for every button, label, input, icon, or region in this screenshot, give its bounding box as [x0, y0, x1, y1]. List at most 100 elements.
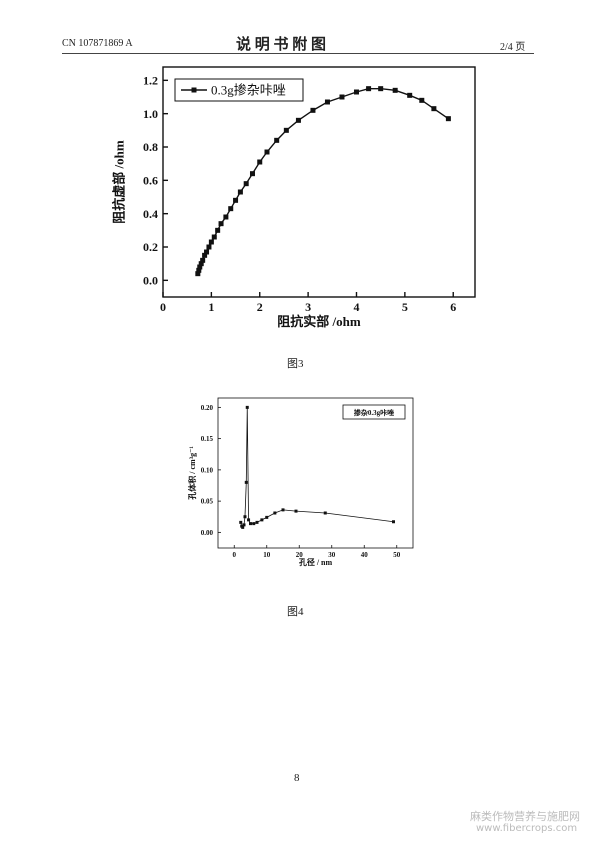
data-point [249, 171, 255, 177]
x-tick-label: 5 [402, 300, 408, 314]
data-point [243, 181, 249, 187]
data-point [274, 137, 280, 143]
data-point [283, 127, 289, 133]
data-point [211, 234, 217, 240]
data-point [419, 97, 425, 103]
x-tick-label: 3 [305, 300, 311, 314]
data-point [206, 244, 212, 250]
data-point [255, 520, 259, 524]
x-tick-label: 30 [328, 551, 336, 559]
data-point [237, 189, 243, 195]
data-point [249, 522, 252, 526]
x-tick-label: 10 [263, 551, 271, 559]
data-point [218, 221, 224, 227]
x-tick-label: 0 [160, 300, 166, 314]
data-point [195, 271, 201, 277]
x-tick-label: 50 [393, 551, 401, 559]
data-point [273, 511, 277, 515]
x-tick-label: 0 [233, 551, 237, 559]
data-point [260, 518, 264, 522]
data-point [353, 89, 359, 95]
x-axis-label: 孔径 / nm [299, 557, 333, 567]
legend-box [342, 404, 406, 420]
data-point [392, 520, 395, 524]
data-point [324, 99, 330, 105]
data-point [245, 405, 249, 409]
data-point [244, 480, 248, 484]
x-tick-label: 6 [450, 300, 456, 314]
data-point [294, 509, 298, 513]
y-axis-label: 阻抗虚部 /ohm [111, 140, 126, 224]
x-axis-label: 阻抗实部 /ohm [277, 314, 361, 329]
y-tick-label: 0.6 [143, 174, 158, 188]
data-point [204, 249, 210, 255]
data-point [392, 87, 398, 93]
caption: 图4 [287, 606, 304, 618]
series-line [240, 407, 394, 529]
data-point [242, 523, 246, 527]
data-point [196, 267, 202, 273]
data-point [257, 159, 263, 165]
data-point [241, 525, 245, 529]
y-tick-label: 1.0 [143, 107, 158, 121]
data-point [223, 214, 229, 220]
x-tick-label: 40 [361, 551, 369, 559]
series-line [197, 87, 449, 274]
data-point [198, 261, 204, 267]
legend-box [174, 78, 304, 102]
data-point [431, 106, 437, 112]
y-tick-label: 0.8 [143, 140, 158, 154]
y-tick-label: 0.0 [143, 274, 158, 288]
x-tick-label: 4 [353, 300, 359, 314]
data-point [200, 257, 206, 263]
y-tick-label: 0.10 [201, 466, 214, 474]
caption: 图3 [287, 358, 304, 370]
data-point [378, 86, 384, 92]
data-point [281, 508, 285, 512]
x-tick-label: 20 [296, 551, 304, 559]
y-tick-label: 0.15 [201, 435, 214, 443]
data-point [208, 239, 214, 245]
plot-frame [162, 66, 476, 298]
y-tick-label: 0.2 [143, 240, 158, 254]
y-tick-label: 1.2 [143, 74, 158, 88]
data-point [265, 515, 269, 519]
data-point [366, 86, 372, 92]
plot-frame [217, 397, 414, 549]
header-page: 2/4 页 [500, 42, 526, 53]
watermark-name: 麻类作物营养与施肥网 [470, 810, 580, 823]
x-tick-label: 1 [208, 300, 214, 314]
header-rule [62, 53, 534, 54]
data-point [252, 522, 256, 526]
legend-label: 掺杂0.3g咔唑 [354, 408, 394, 417]
x-tick-label: 2 [257, 300, 263, 314]
watermark-url: www.fibercrops.com [476, 823, 578, 834]
data-point [247, 518, 251, 522]
data-point [239, 520, 243, 524]
y-tick-label: 0.4 [143, 207, 158, 221]
data-point [243, 515, 247, 519]
data-point [295, 117, 301, 123]
patent-number: CN 107871869 A [62, 38, 133, 49]
y-tick-label: 0.00 [201, 529, 214, 537]
data-point [407, 92, 413, 98]
legend-label: 0.3g掺杂咔唑 [211, 83, 286, 98]
y-tick-label: 0.05 [201, 498, 214, 506]
legend-marker [191, 87, 197, 93]
y-tick-label: 0.20 [201, 404, 214, 412]
data-point [202, 252, 208, 258]
data-point [228, 206, 234, 212]
data-point [264, 149, 270, 155]
data-point [215, 227, 221, 233]
data-point [445, 116, 451, 122]
page-number: 8 [294, 772, 300, 784]
data-point [310, 107, 316, 113]
data-point [197, 264, 203, 270]
y-axis-label: 孔体积 / cm³g⁻¹ [187, 446, 197, 500]
data-point [233, 197, 239, 203]
data-point [323, 511, 327, 515]
header-title: 说 明 书 附 图 [236, 37, 327, 53]
data-point [339, 94, 345, 100]
